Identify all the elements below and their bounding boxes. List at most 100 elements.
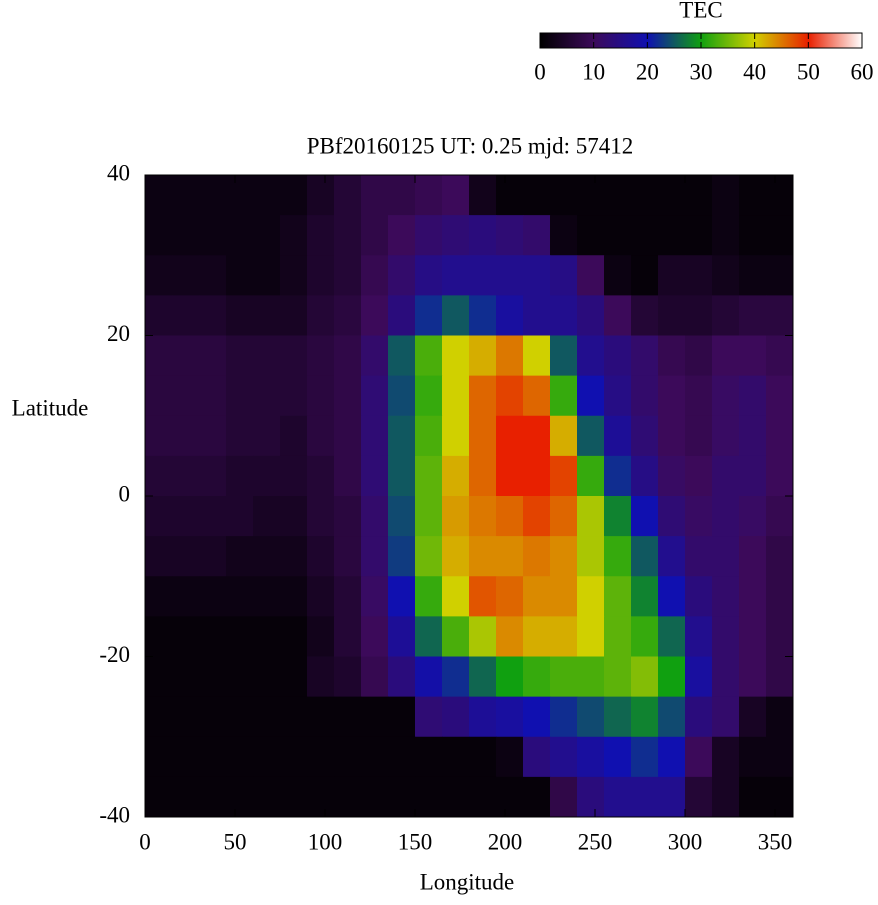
heat-cell xyxy=(496,536,524,577)
heat-cell xyxy=(469,536,497,577)
heat-cell xyxy=(442,656,470,698)
heat-cell xyxy=(226,375,254,417)
y-tick-label: -40 xyxy=(99,802,130,827)
colorbar-tick-label: 0 xyxy=(534,59,546,84)
heat-cell xyxy=(523,415,551,457)
heat-cell xyxy=(307,335,335,377)
heat-cell xyxy=(766,175,794,216)
heat-cell xyxy=(172,496,200,537)
heat-cell xyxy=(361,175,389,216)
heat-cell xyxy=(712,375,740,417)
heat-cell xyxy=(307,576,335,617)
heat-cell xyxy=(685,616,713,657)
heat-cell xyxy=(712,295,740,336)
heat-cell xyxy=(199,215,227,256)
heat-cell xyxy=(145,255,173,296)
heat-cell xyxy=(712,496,740,537)
heat-cell xyxy=(199,175,227,216)
heat-cell xyxy=(199,536,227,577)
heat-cell xyxy=(145,215,173,256)
heat-cell xyxy=(172,255,200,296)
heat-cell xyxy=(658,215,686,256)
heat-cell xyxy=(712,255,740,296)
heat-cell xyxy=(388,455,416,497)
heat-cell xyxy=(577,536,605,577)
x-tick-label: 300 xyxy=(668,829,703,854)
heat-cell xyxy=(199,696,227,738)
heat-cell xyxy=(631,616,659,657)
heat-cell xyxy=(388,776,416,818)
colorbar-tick-label: 30 xyxy=(690,59,713,84)
heat-cell xyxy=(550,255,578,296)
heat-cell xyxy=(658,415,686,457)
heat-cell xyxy=(145,455,173,497)
heat-cell xyxy=(361,455,389,497)
heat-cell xyxy=(469,375,497,417)
heat-cell xyxy=(631,335,659,377)
heat-cell xyxy=(496,616,524,657)
heat-cell xyxy=(469,415,497,457)
heat-cell xyxy=(685,576,713,617)
heat-cell xyxy=(550,776,578,818)
heat-cell xyxy=(604,455,632,497)
heat-cell xyxy=(739,536,767,577)
heat-cell xyxy=(307,175,335,216)
heat-cell xyxy=(253,415,281,457)
colorbar-tick-label: 50 xyxy=(797,59,820,84)
heat-cell xyxy=(496,375,524,417)
heat-cell xyxy=(658,496,686,537)
heat-cell xyxy=(199,776,227,818)
heat-cell xyxy=(388,215,416,256)
heat-cell xyxy=(604,375,632,417)
heat-cell xyxy=(442,295,470,336)
heat-cell xyxy=(415,776,443,818)
heat-cell xyxy=(685,776,713,818)
heat-cell xyxy=(496,215,524,256)
heat-cell xyxy=(550,455,578,497)
heat-cell xyxy=(334,375,362,417)
heat-cell xyxy=(334,536,362,577)
heat-cell xyxy=(253,175,281,216)
heat-cell xyxy=(226,295,254,336)
heat-cell xyxy=(469,696,497,738)
heat-cell xyxy=(199,335,227,377)
heat-cell xyxy=(550,736,578,778)
heat-cell xyxy=(442,375,470,417)
heat-cell xyxy=(469,616,497,657)
heat-cell xyxy=(172,455,200,497)
heat-cell xyxy=(631,455,659,497)
heat-cell xyxy=(388,536,416,577)
heat-cell xyxy=(496,736,524,778)
heat-cell xyxy=(361,215,389,256)
heat-cell xyxy=(307,496,335,537)
heat-cell xyxy=(307,295,335,336)
heat-cell xyxy=(361,776,389,818)
heat-cell xyxy=(307,255,335,296)
heat-cell xyxy=(685,455,713,497)
heat-cell xyxy=(550,175,578,216)
heat-cell xyxy=(253,696,281,738)
x-tick-label: 100 xyxy=(308,829,343,854)
heat-cell xyxy=(685,496,713,537)
heat-cell xyxy=(658,175,686,216)
heat-cell xyxy=(361,415,389,457)
heat-cell xyxy=(766,335,794,377)
heat-cell xyxy=(388,736,416,778)
heat-cell xyxy=(739,736,767,778)
heat-cell xyxy=(766,295,794,336)
heat-cell xyxy=(172,536,200,577)
colorbar-label: TEC xyxy=(679,0,722,22)
heat-cell xyxy=(658,255,686,296)
heat-cell xyxy=(361,295,389,336)
heat-cell xyxy=(658,536,686,577)
heat-cell xyxy=(631,656,659,698)
heat-cell xyxy=(226,576,254,617)
heat-cell xyxy=(280,335,308,377)
heat-cell xyxy=(388,616,416,657)
heat-cell xyxy=(415,616,443,657)
heat-cell xyxy=(766,656,794,698)
heat-cell xyxy=(685,736,713,778)
heat-cell xyxy=(604,175,632,216)
heat-cell xyxy=(577,696,605,738)
y-tick-label: -20 xyxy=(99,642,130,667)
